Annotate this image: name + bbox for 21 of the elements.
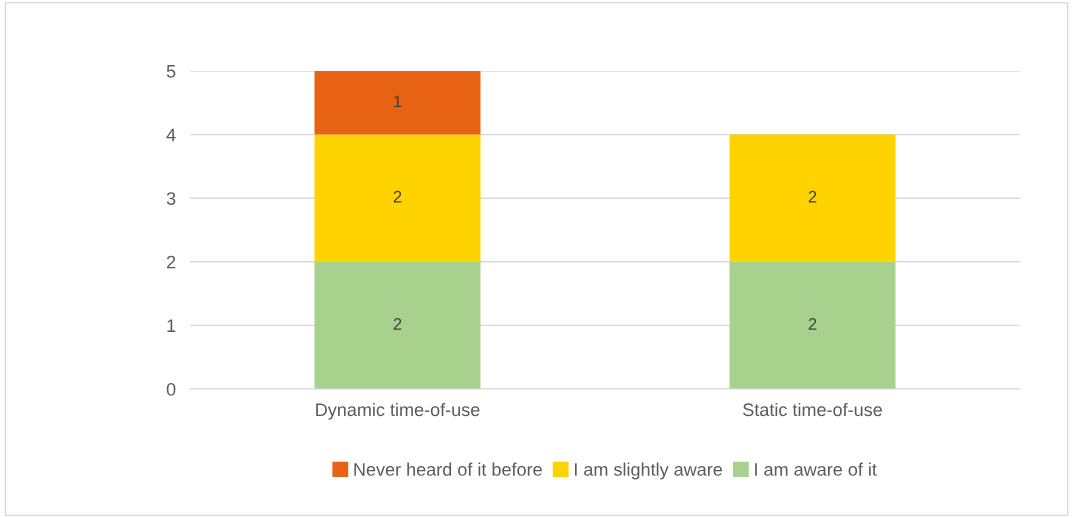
bar — [314, 134, 481, 262]
data-label: 2 — [808, 190, 817, 203]
legend-label: Never heard of it before — [354, 462, 542, 476]
y-tick-label: 4 — [166, 128, 176, 142]
y-tick-label: 3 — [166, 192, 176, 205]
legend-label: I am aware of it — [755, 462, 877, 476]
bar — [314, 71, 481, 135]
y-tick-label: 5 — [166, 65, 176, 78]
x-tick-label: Static time-of-use — [743, 402, 882, 417]
y-tick-label: 1 — [167, 319, 176, 332]
bar — [314, 261, 481, 389]
y-tick-label: 2 — [166, 255, 176, 269]
data-label: 1 — [394, 95, 402, 108]
bar — [729, 134, 896, 262]
x-tick-label: Dynamic time-of-use — [316, 402, 480, 420]
legend-label: I am slightly aware — [574, 462, 723, 480]
data-label: 2 — [393, 190, 402, 203]
y-tick-label: 0 — [166, 382, 176, 396]
data-label: 2 — [808, 318, 817, 330]
bar — [729, 261, 896, 389]
data-label: 2 — [393, 318, 402, 330]
